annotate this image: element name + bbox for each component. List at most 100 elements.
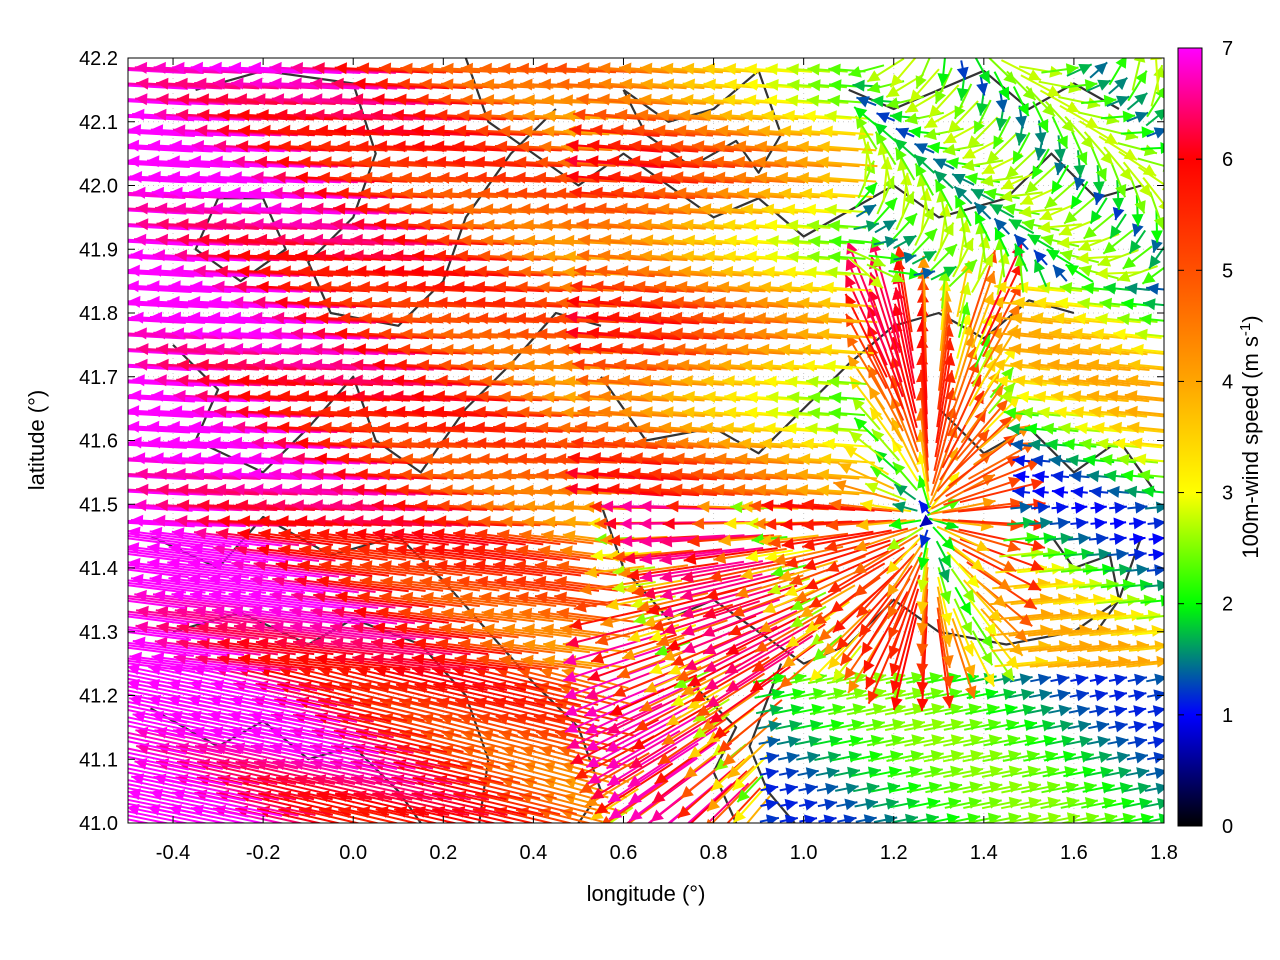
wind-vector-shaft [475,316,560,324]
wind-vector-head [314,187,327,200]
wind-vector-head [916,622,929,636]
wind-vector-head [882,220,897,232]
wind-vector-head [779,281,792,294]
wind-vector-head [394,622,408,635]
wind-vector-head [128,468,129,471]
wind-vector-shaft [235,760,336,785]
wind-vector-head [866,782,880,795]
wind-vector-head [1142,164,1157,176]
wind-vector-head [1093,191,1105,205]
wind-vector-head [964,664,976,678]
wind-vector-head [74,468,86,480]
wind-vector-head [212,280,225,293]
wind-vector-shaft [588,456,680,465]
wind-vector-head [627,630,641,643]
wind-vector-head [454,653,468,666]
wind-vector-head [493,171,506,184]
wind-vector-head [575,421,588,434]
wind-vector-shaft [495,715,579,738]
wind-vector-head [1142,271,1156,284]
wind-vector-head [840,652,853,666]
wind-vector-head [798,344,812,356]
wind-vector-head [985,688,999,700]
wind-vector-head [107,280,119,292]
wind-vector-head [733,809,746,823]
wind-vector-shaft [536,684,616,706]
wind-vector-shaft [941,390,985,469]
wind-vector-head [69,280,81,292]
wind-vector-shaft [958,528,1046,549]
wind-vector-head [1021,218,1035,231]
wind-vector-head [574,767,589,779]
wind-vector-head [1010,312,1023,325]
wind-vector-head [594,517,607,530]
wind-vector-head [254,499,267,512]
wind-vector-shaft [128,641,228,657]
wind-vector-shaft [312,113,414,121]
wind-vector-shaft [956,399,1009,460]
wind-vector-shaft [732,488,806,496]
wind-vector-shaft [355,667,448,691]
wind-vector-head [330,233,343,246]
wind-vector-head [128,139,140,152]
wind-vector-head [962,238,974,252]
wind-vector-head [1047,547,1060,560]
wind-vector-head [543,250,556,263]
wind-vector-head [1054,406,1067,419]
wind-vector-head [555,437,568,450]
wind-vector-head [1133,720,1147,733]
wind-vector-head [616,265,629,278]
wind-vector-head [542,655,556,667]
wind-vector-head [1066,358,1080,371]
wind-vector-head [588,452,601,465]
wind-vector-head [66,249,78,261]
wind-vector-head [1055,501,1069,514]
wind-vector-head [797,297,810,309]
wind-vector-head [554,453,567,465]
wind-vector-head [888,645,900,659]
wind-vector-head [865,798,878,811]
wind-vector-head [316,312,329,325]
wind-vector-shaft [135,729,242,755]
wind-vector-shaft [128,613,205,625]
wind-vector-head [1014,243,1026,257]
wind-vector-head [1073,177,1086,190]
wind-vector-head [914,154,928,168]
wind-vector-head [318,406,331,418]
wind-vector-head [214,405,227,418]
wind-vector-shaft [252,624,357,640]
wind-vector-head [217,109,230,122]
wind-vector-head [762,266,775,279]
wind-vector-head [1124,390,1138,403]
wind-vector-shaft [128,209,187,215]
wind-vector-shaft [497,793,577,815]
wind-vector-shaft [176,625,278,640]
wind-vector-head [1160,594,1164,607]
wind-vector-head [682,406,695,419]
wind-vector-shaft [128,459,186,465]
wind-vector-shaft [476,715,559,737]
wind-vector-head [319,421,332,434]
wind-vector-head [775,328,788,340]
wind-vector-head [604,517,617,530]
wind-vector-head [129,651,142,664]
wind-vector-head [786,250,799,263]
wind-vector-head [107,390,119,402]
wind-vector-head [636,265,650,278]
wind-vector-head [628,467,641,480]
wind-vector-head [1117,313,1130,326]
wind-vector-head [995,399,1008,413]
wind-vector-head [86,265,98,277]
wind-vector-head [726,680,740,692]
wind-vector-shaft [151,394,265,403]
wind-vector-head [539,667,553,679]
wind-vector-head [420,607,433,620]
wind-vector-head [236,405,249,418]
wind-vector-head [1157,798,1164,810]
wind-vector-shaft [128,395,214,403]
wind-vector-head [707,798,721,812]
wind-vector-head [652,791,666,804]
wind-vector-head [515,187,528,200]
wind-vector-head [418,484,431,497]
wind-vector-shaft [595,269,673,278]
